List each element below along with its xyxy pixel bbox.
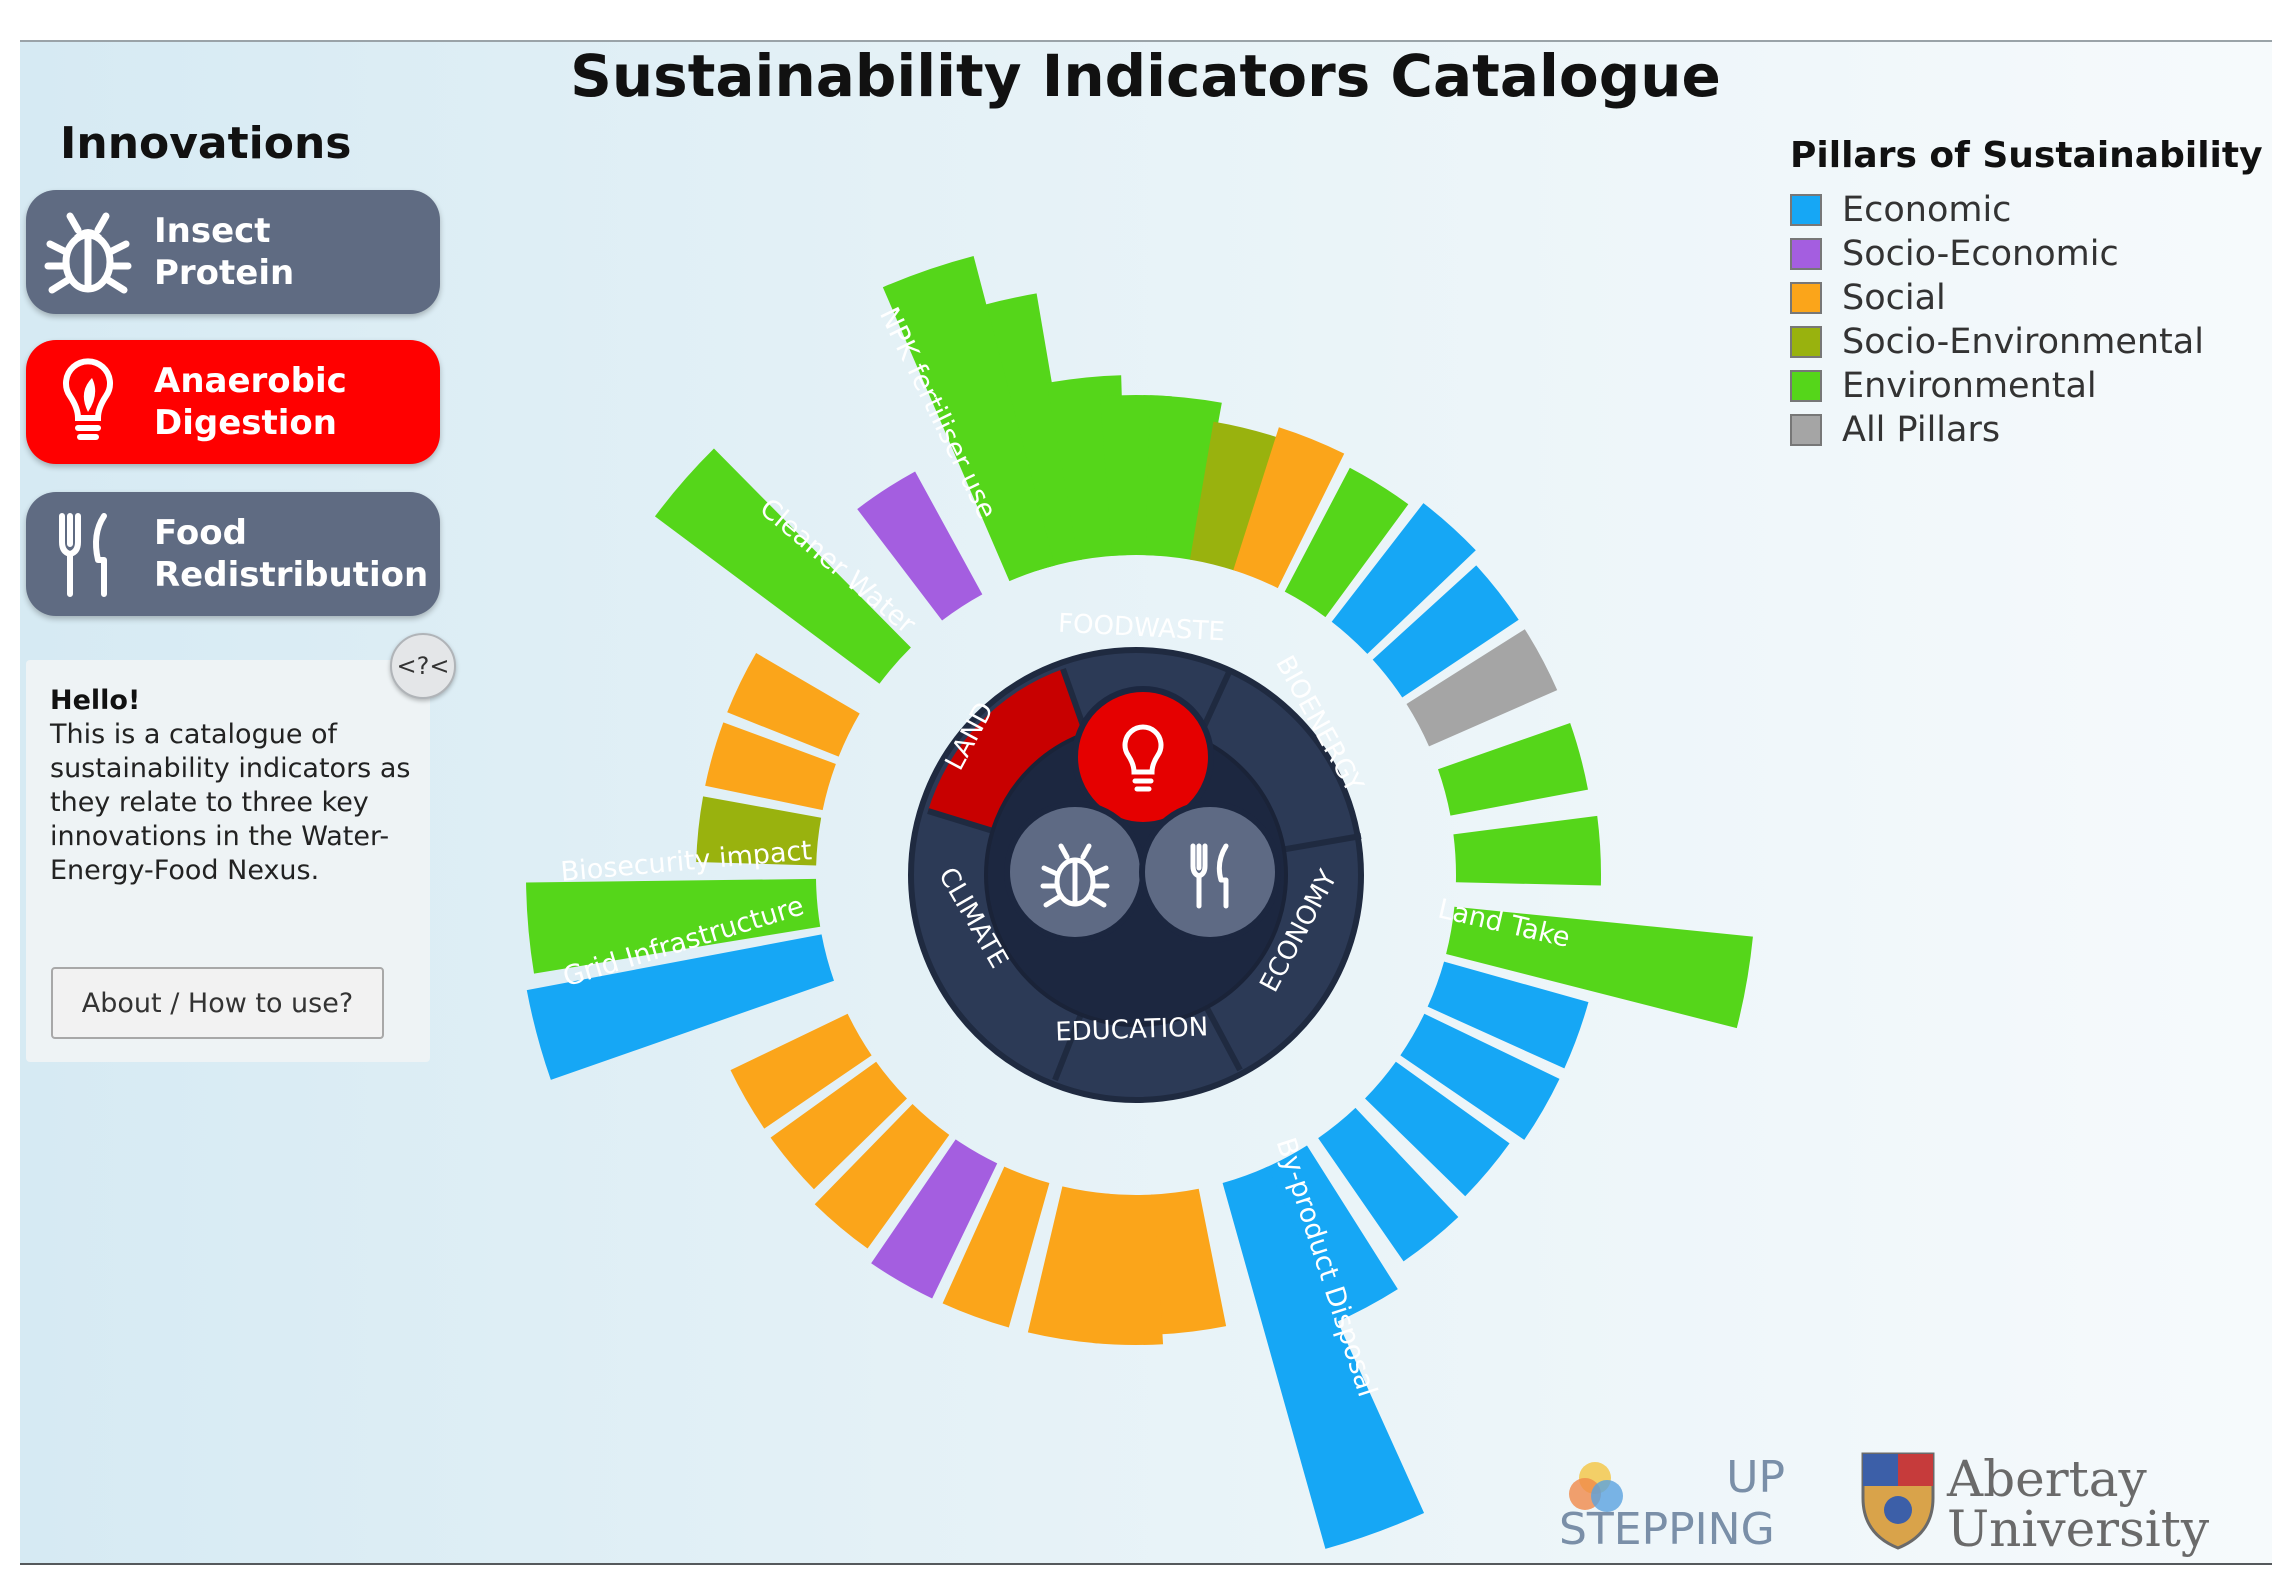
- logo-text-stepping: STEPPING: [1559, 1504, 1775, 1555]
- indicator-bar[interactable]: [654, 448, 911, 684]
- logo-text-university: University: [1947, 1500, 2210, 1558]
- lightbulb-leaf-icon: [1122, 724, 1164, 792]
- hub-lightbulb-circle: [1072, 686, 1214, 828]
- insect-protein-label: Insect Protein: [154, 211, 295, 293]
- indicator-bar[interactable]: [526, 878, 821, 974]
- legend-label: All Pillars: [1842, 410, 2001, 450]
- category-hub: FOODWASTE BIOENERGY ECONOMY EDUCATION CL…: [908, 609, 1369, 1103]
- indicator-bar[interactable]: [770, 1061, 907, 1190]
- indicator-bar[interactable]: [882, 255, 1055, 582]
- anaerobic-digestion-button[interactable]: Anaerobic Digestion: [26, 340, 440, 464]
- indicator-bar[interactable]: [1427, 961, 1589, 1069]
- indicator-bar[interactable]: [1233, 427, 1345, 589]
- legend-label: Socio-Economic: [1842, 234, 2119, 274]
- pillars-legend: Pillars of Sustainability Economic Socio…: [1790, 135, 2263, 452]
- hub-lightbulb-button[interactable]: [1072, 686, 1214, 828]
- indicator-bar[interactable]: [814, 1104, 950, 1249]
- hub-fork-knife-circle: [1139, 801, 1281, 943]
- indicator-bar[interactable]: [1400, 1013, 1560, 1140]
- indicator-bar[interactable]: [1189, 421, 1281, 572]
- hub-bug-button[interactable]: [1004, 801, 1146, 943]
- innovations-heading: Innovations: [60, 118, 352, 169]
- anaerobic-digestion-label: Anaerobic Digestion: [154, 361, 347, 443]
- logo-text-abertay: Abertay: [1946, 1450, 2148, 1508]
- indicator-bar[interactable]: [1318, 1107, 1459, 1262]
- indicator-bar[interactable]: [1151, 1188, 1227, 1335]
- indicator-bar[interactable]: [1222, 1166, 1425, 1549]
- legend-item[interactable]: Social: [1790, 276, 2263, 320]
- legend-label: Economic: [1842, 190, 2012, 230]
- indicator-bar[interactable]: [1372, 565, 1519, 698]
- abertay-university-logo: Abertay University: [1861, 1450, 2210, 1558]
- legend-swatch: [1790, 238, 1822, 270]
- legend-item[interactable]: Socio-Environmental: [1790, 320, 2263, 364]
- legend-item[interactable]: All Pillars: [1790, 408, 2263, 452]
- legend-item[interactable]: Economic: [1790, 188, 2263, 232]
- legend-label: Environmental: [1842, 366, 2097, 406]
- indicator-bars: [526, 255, 1753, 1549]
- legend-label: Social: [1842, 278, 1946, 318]
- indicator-bar[interactable]: [1453, 815, 1602, 886]
- indicator-bar[interactable]: [871, 1139, 998, 1299]
- indicator-bar[interactable]: [1406, 629, 1558, 747]
- legend-title: Pillars of Sustainability: [1790, 135, 2263, 176]
- legend-item[interactable]: Socio-Economic: [1790, 232, 2263, 276]
- bug-icon: [44, 212, 132, 294]
- bug-icon: [1040, 843, 1110, 908]
- hub-label-foodwaste[interactable]: FOODWASTE: [1057, 609, 1225, 648]
- indicator-bar[interactable]: [526, 934, 834, 1080]
- indicator-bar[interactable]: [727, 653, 860, 757]
- insect-protein-button[interactable]: Insect Protein: [26, 190, 440, 314]
- legend-swatch: [1790, 282, 1822, 314]
- indicator-bar[interactable]: [1027, 1186, 1110, 1344]
- indicator-bar[interactable]: [1264, 1145, 1398, 1324]
- legend-swatch: [1790, 370, 1822, 402]
- indicator-bar[interactable]: [1284, 467, 1409, 618]
- about-button[interactable]: About / How to use?: [51, 967, 384, 1039]
- indicator-bar[interactable]: [705, 722, 836, 811]
- hub-fork-knife-button[interactable]: [1139, 801, 1281, 943]
- indicator-bar[interactable]: [1365, 1061, 1510, 1197]
- info-text: This is a catalogue of sustainability in…: [50, 719, 411, 886]
- lightbulb-leaf-icon: [63, 358, 113, 440]
- hub-label-education[interactable]: EDUCATION: [1055, 1012, 1209, 1047]
- fork-knife-icon: [59, 513, 107, 597]
- indicator-bar[interactable]: [1331, 503, 1476, 654]
- indicator-bar[interactable]: [942, 1166, 1050, 1328]
- indicator-bar[interactable]: [1446, 906, 1753, 1029]
- indicator-bar[interactable]: [1438, 722, 1589, 816]
- page-title: Sustainability Indicators Catalogue: [570, 42, 1721, 110]
- collapse-panel-button[interactable]: <?<: [390, 633, 456, 699]
- legend-swatch: [1790, 414, 1822, 446]
- shield-crest-icon: [1861, 1452, 1935, 1550]
- legend-item[interactable]: Environmental: [1790, 364, 2263, 408]
- info-panel: Hello! This is a catalogue of sustainabi…: [26, 660, 430, 1062]
- legend-swatch: [1790, 326, 1822, 358]
- food-redistribution-label: Food Redistribution: [154, 513, 429, 595]
- indicator-bar[interactable]: [1145, 395, 1222, 561]
- info-greeting: Hello!: [50, 685, 141, 716]
- legend-swatch: [1790, 194, 1822, 226]
- food-redistribution-button[interactable]: Food Redistribution: [26, 492, 440, 616]
- legend-label: Socio-Environmental: [1842, 322, 2204, 362]
- indicator-bar[interactable]: [730, 1013, 872, 1129]
- fork-knife-icon: [1190, 843, 1229, 909]
- indicator-bar[interactable]: [857, 471, 983, 621]
- logo-text-up: UP: [1726, 1452, 1785, 1503]
- stepping-up-logo: UP STEPPING: [1559, 1452, 1785, 1555]
- indicator-bar[interactable]: [696, 796, 822, 866]
- indicator-bar[interactable]: [1092, 1193, 1164, 1346]
